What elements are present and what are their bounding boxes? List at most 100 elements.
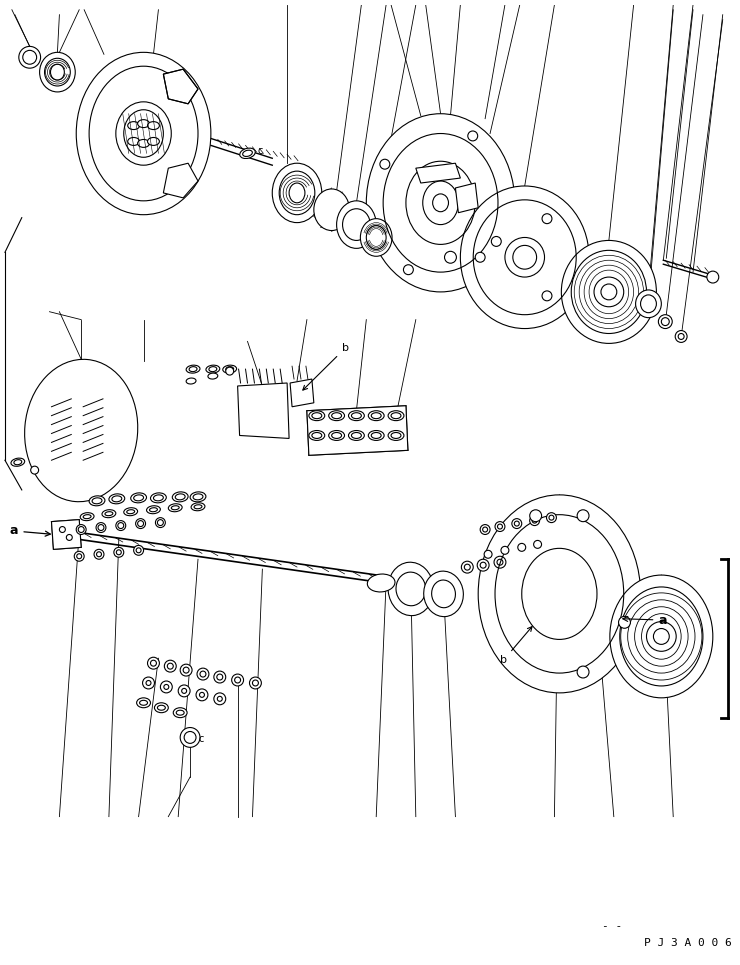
Circle shape [468,131,478,141]
Ellipse shape [109,494,125,504]
Circle shape [494,556,506,568]
Polygon shape [238,383,289,438]
Ellipse shape [314,189,349,231]
Ellipse shape [186,378,196,384]
Circle shape [214,693,226,704]
Circle shape [542,290,552,301]
Circle shape [518,543,525,551]
Ellipse shape [388,411,404,421]
Circle shape [134,545,144,555]
Ellipse shape [116,102,171,165]
Text: b: b [500,626,532,665]
Polygon shape [52,519,81,549]
Ellipse shape [147,137,159,146]
Circle shape [196,689,208,701]
Circle shape [155,517,165,528]
Ellipse shape [388,430,404,440]
Circle shape [477,560,489,571]
Ellipse shape [191,503,205,510]
Ellipse shape [168,504,182,511]
Text: a: a [623,614,667,626]
Circle shape [30,466,38,474]
Ellipse shape [208,373,218,379]
Ellipse shape [388,563,434,616]
Ellipse shape [128,122,140,129]
Ellipse shape [155,703,168,713]
Ellipse shape [80,512,94,521]
Ellipse shape [186,365,200,373]
Ellipse shape [11,458,24,466]
Ellipse shape [147,506,161,513]
Polygon shape [164,163,198,198]
Ellipse shape [223,365,237,373]
Circle shape [380,159,390,169]
Circle shape [161,681,172,693]
Ellipse shape [349,411,364,421]
Circle shape [249,677,261,689]
Circle shape [480,525,490,535]
Circle shape [475,252,485,262]
Ellipse shape [424,571,463,617]
Ellipse shape [309,430,325,440]
Polygon shape [290,379,314,407]
Text: c: c [258,147,263,156]
Circle shape [147,657,159,669]
Circle shape [94,549,104,560]
Ellipse shape [366,114,515,292]
Circle shape [76,525,86,535]
Ellipse shape [337,201,376,248]
Ellipse shape [369,411,384,421]
Ellipse shape [367,574,395,592]
Circle shape [74,551,84,562]
Circle shape [461,562,474,573]
Ellipse shape [206,365,220,373]
Ellipse shape [131,493,147,503]
Ellipse shape [272,163,322,223]
Circle shape [96,523,106,533]
Circle shape [484,550,492,558]
Circle shape [530,510,542,522]
Circle shape [675,331,687,343]
Polygon shape [455,183,478,212]
Ellipse shape [610,575,713,698]
Circle shape [143,677,155,689]
Circle shape [445,251,457,263]
Ellipse shape [24,359,138,502]
Ellipse shape [102,510,116,517]
Ellipse shape [360,219,392,257]
Ellipse shape [172,492,188,502]
Circle shape [135,518,146,529]
Circle shape [707,271,719,283]
Circle shape [501,546,509,554]
Ellipse shape [137,698,150,707]
Circle shape [180,664,192,676]
Ellipse shape [89,496,105,506]
Ellipse shape [460,186,589,328]
Circle shape [547,512,556,523]
Ellipse shape [150,493,166,503]
Ellipse shape [636,290,662,317]
Circle shape [495,522,505,532]
Circle shape [512,518,522,529]
Text: - -: - - [602,921,622,930]
Polygon shape [416,163,460,183]
Ellipse shape [124,508,138,515]
Circle shape [226,367,234,375]
Circle shape [534,540,542,548]
Circle shape [178,685,190,697]
Circle shape [577,510,589,522]
Circle shape [619,617,630,628]
Ellipse shape [329,430,345,440]
Text: b: b [303,344,349,390]
Circle shape [594,277,624,307]
Ellipse shape [173,707,187,718]
Ellipse shape [128,137,140,146]
Circle shape [114,547,124,557]
Text: P J 3 A 0 0 6: P J 3 A 0 0 6 [645,938,732,949]
Circle shape [505,237,545,277]
Ellipse shape [76,52,211,214]
Circle shape [542,213,552,224]
Circle shape [577,666,589,678]
Ellipse shape [329,411,345,421]
Circle shape [18,46,41,69]
